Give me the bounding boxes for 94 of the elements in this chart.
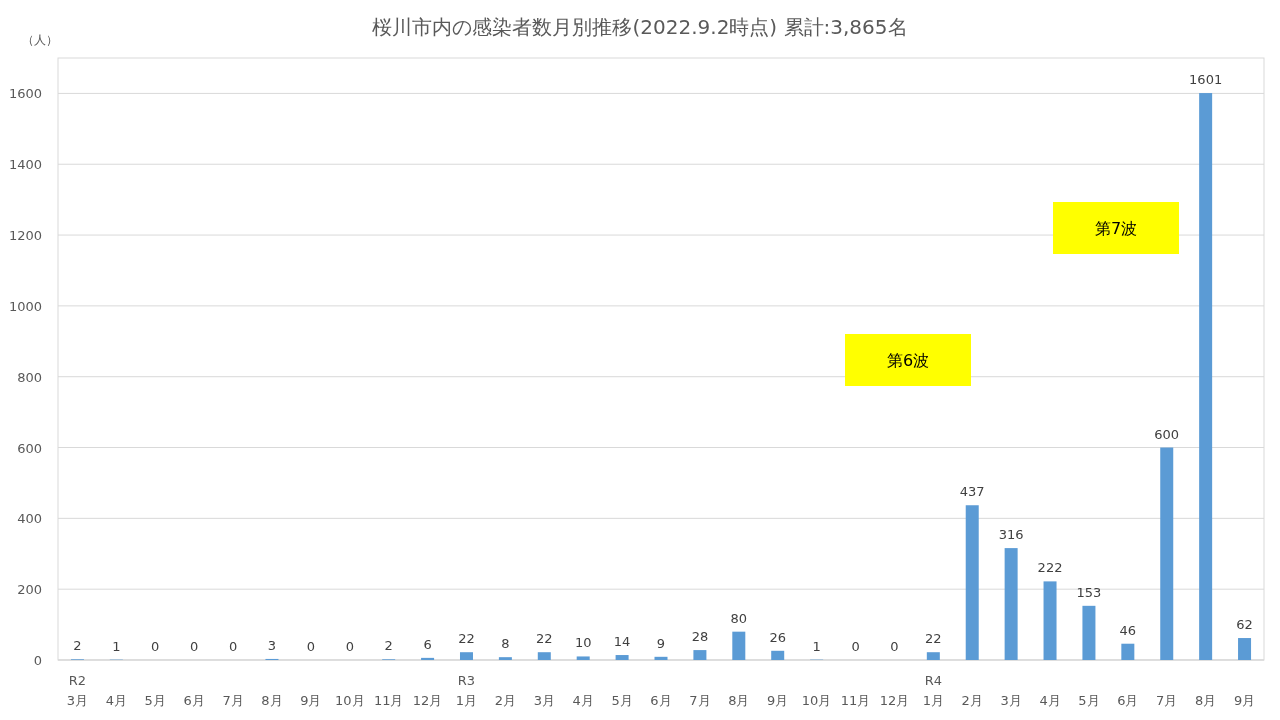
x-tick-label: 12月 [879,693,910,708]
data-label: 14 [613,634,631,650]
bar [1160,447,1174,660]
bar [693,650,707,660]
y-tick-label: 1400 [8,157,42,173]
y-tick-label: 1200 [8,228,42,244]
data-label: 0 [851,639,860,654]
data-label: 1 [112,638,121,654]
x-tick-label: 6月 [650,693,672,708]
x-tick-label: 6月 [183,693,205,708]
x-tick-label: 8月 [728,693,750,708]
x-tick-label: 9月 [767,693,789,708]
bar [926,652,940,660]
x-tick-label: 12月 [412,693,443,708]
chart-title: 桜川市内の感染者数月別推移(2022.9.2時点) 累計:3,865名 [372,15,908,39]
x-tick-label: 2月 [494,693,517,708]
bar [1043,581,1057,660]
x-tick-label: 10月 [801,693,832,708]
x-tick-label: 3月 [533,693,555,708]
bar [771,650,785,660]
y-tick-label: 1600 [8,86,42,102]
y-axis-title: （人） [22,33,58,47]
bar [1199,93,1213,660]
y-tick-label: 200 [17,582,42,598]
x-tick-label: 11月 [840,693,871,708]
x-tick-label: 10月 [335,693,365,708]
bar [421,657,435,660]
bar [615,655,629,660]
data-label: 80 [730,610,748,626]
data-label: 153 [1076,584,1102,600]
bar [654,656,668,660]
data-label: 8 [501,636,510,652]
data-label: 46 [1119,622,1137,638]
data-label: 22 [536,631,553,647]
x-tick-label: 7月 [222,693,244,708]
bar [1238,638,1252,660]
x-tick-label: 5月 [144,693,166,708]
data-label: 600 [1154,426,1180,442]
bar [732,631,746,660]
data-label: 0 [151,639,160,654]
x-tick-label: 7月 [1156,693,1178,708]
data-label: 0 [306,639,316,654]
data-label: 2 [73,638,82,654]
data-label: 6 [423,636,432,652]
y-tick-label: 1000 [8,298,42,314]
bar [537,652,551,660]
data-label: 0 [190,639,199,654]
bar [576,656,590,660]
data-label: 3 [267,637,277,653]
x-tick-label: 8月 [261,693,283,708]
x-tick-label: 9月 [300,693,322,708]
x-tick-label: 9月 [1233,693,1256,708]
y-tick-label: 800 [17,369,42,385]
bar [459,652,473,660]
data-label: 437 [959,484,985,500]
data-label: 0 [890,639,899,654]
data-label: 62 [1236,617,1253,633]
data-label: 22 [458,631,475,647]
annotation: 第7波 [1094,219,1138,238]
data-label: 222 [1037,560,1063,576]
data-label: 1 [812,638,821,654]
x-tick-label: R3 1月 [455,673,478,708]
y-tick-label: 600 [17,440,42,456]
data-label: 316 [998,527,1024,543]
bar [1121,643,1135,660]
bar [1082,605,1096,660]
data-label: 28 [691,629,709,645]
x-tick-label: 2月 [961,693,983,708]
y-tick-label: 400 [17,511,42,527]
bar [1004,548,1018,660]
data-label: 2 [384,638,393,654]
x-tick-label: 4月 [1039,693,1061,708]
data-label: 0 [228,639,238,654]
x-tick-label: R4 1月 [922,673,944,708]
x-tick-label: 11月 [373,693,404,708]
x-tick-label: 6月 [1117,693,1139,708]
data-label: 0 [345,639,354,654]
annotation: 第6波 [886,351,930,370]
y-tick-label: 0 [33,653,42,668]
x-tick-label: 4月 [105,693,127,708]
bar [498,657,512,660]
bar [965,505,979,660]
x-tick-label: 4月 [572,693,594,708]
data-label: 9 [656,635,666,651]
x-tick-label: 3月 [1000,693,1022,708]
data-label: 1601 [1189,72,1223,88]
x-tick-label: 5月 [1078,693,1100,708]
data-label: 22 [925,631,942,647]
x-tick-label: 7月 [689,693,711,708]
data-label: 26 [769,629,786,645]
x-tick-label: R2 3月 [66,673,89,708]
x-tick-label: 8月 [1195,693,1217,708]
data-label: 10 [574,635,592,651]
x-tick-label: 5月 [611,693,633,708]
